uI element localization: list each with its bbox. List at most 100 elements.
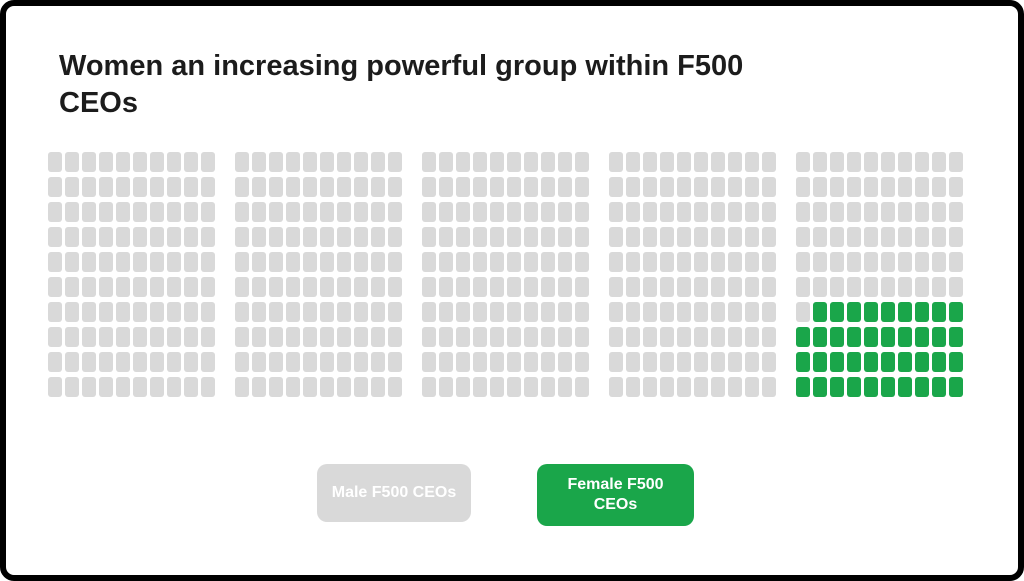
waffle-cell-male	[65, 352, 79, 372]
waffle-cell-male	[201, 152, 215, 172]
legend-female-button[interactable]: Female F500 CEOs	[537, 464, 694, 526]
waffle-cell-male	[422, 327, 436, 347]
waffle-cell-female	[813, 327, 827, 347]
waffle-cell-male	[830, 177, 844, 197]
waffle-group	[609, 177, 776, 197]
waffle-cell-male	[184, 277, 198, 297]
waffle-cell-female	[898, 302, 912, 322]
waffle-cell-male	[354, 352, 368, 372]
waffle-cell-male	[303, 177, 317, 197]
waffle-cell-male	[371, 327, 385, 347]
waffle-cell-male	[320, 202, 334, 222]
waffle-cell-male	[354, 152, 368, 172]
waffle-cell-male	[320, 152, 334, 172]
waffle-cell-male	[541, 377, 555, 397]
waffle-cell-male	[830, 252, 844, 272]
waffle-row	[48, 177, 963, 197]
waffle-cell-male	[48, 252, 62, 272]
waffle-group	[48, 377, 215, 397]
waffle-cell-male	[133, 202, 147, 222]
waffle-cell-male	[643, 252, 657, 272]
waffle-cell-male	[507, 177, 521, 197]
waffle-cell-male	[235, 352, 249, 372]
waffle-cell-male	[524, 152, 538, 172]
waffle-cell-male	[201, 377, 215, 397]
waffle-cell-male	[796, 177, 810, 197]
waffle-cell-male	[303, 202, 317, 222]
waffle-group	[609, 152, 776, 172]
waffle-cell-male	[949, 202, 963, 222]
waffle-cell-male	[915, 152, 929, 172]
waffle-group	[796, 277, 963, 297]
waffle-group	[48, 327, 215, 347]
waffle-cell-male	[167, 252, 181, 272]
waffle-cell-male	[65, 252, 79, 272]
waffle-cell-male	[286, 277, 300, 297]
waffle-cell-male	[167, 227, 181, 247]
waffle-cell-male	[456, 152, 470, 172]
waffle-cell-male	[847, 252, 861, 272]
waffle-cell-male	[711, 352, 725, 372]
waffle-cell-male	[235, 327, 249, 347]
waffle-cell-male	[677, 227, 691, 247]
waffle-cell-male	[99, 352, 113, 372]
waffle-cell-male	[932, 177, 946, 197]
waffle-cell-male	[354, 177, 368, 197]
waffle-cell-male	[388, 227, 402, 247]
waffle-cell-male	[558, 277, 572, 297]
waffle-cell-male	[898, 202, 912, 222]
waffle-cell-male	[456, 277, 470, 297]
waffle-group	[235, 302, 402, 322]
waffle-cell-male	[711, 227, 725, 247]
waffle-cell-male	[660, 352, 674, 372]
waffle-cell-male	[915, 177, 929, 197]
waffle-cell-male	[99, 177, 113, 197]
waffle-cell-male	[609, 377, 623, 397]
waffle-cell-male	[235, 177, 249, 197]
waffle-cell-male	[915, 202, 929, 222]
waffle-cell-male	[575, 177, 589, 197]
waffle-cell-male	[626, 377, 640, 397]
waffle-group	[235, 277, 402, 297]
waffle-cell-male	[150, 227, 164, 247]
waffle-cell-male	[898, 177, 912, 197]
waffle-cell-male	[354, 227, 368, 247]
legend-male-button[interactable]: Male F500 CEOs	[317, 464, 471, 522]
waffle-cell-male	[116, 252, 130, 272]
waffle-cell-female	[881, 302, 895, 322]
waffle-cell-male	[99, 202, 113, 222]
waffle-cell-male	[184, 227, 198, 247]
waffle-cell-male	[337, 377, 351, 397]
waffle-cell-male	[184, 252, 198, 272]
waffle-cell-male	[745, 227, 759, 247]
waffle-cell-male	[439, 252, 453, 272]
waffle-cell-male	[711, 277, 725, 297]
waffle-cell-male	[949, 252, 963, 272]
waffle-group	[796, 352, 963, 372]
waffle-cell-male	[167, 327, 181, 347]
waffle-cell-male	[711, 327, 725, 347]
waffle-cell-male	[796, 302, 810, 322]
waffle-cell-male	[898, 277, 912, 297]
waffle-cell-male	[473, 352, 487, 372]
waffle-cell-male	[745, 327, 759, 347]
waffle-cell-male	[473, 327, 487, 347]
waffle-cell-male	[626, 277, 640, 297]
waffle-cell-male	[320, 377, 334, 397]
waffle-cell-male	[796, 252, 810, 272]
waffle-group	[796, 152, 963, 172]
waffle-cell-male	[235, 302, 249, 322]
waffle-cell-male	[116, 177, 130, 197]
waffle-cell-male	[728, 302, 742, 322]
waffle-cell-male	[830, 202, 844, 222]
waffle-cell-male	[541, 152, 555, 172]
waffle-cell-male	[133, 227, 147, 247]
waffle-cell-male	[796, 202, 810, 222]
waffle-cell-female	[830, 327, 844, 347]
waffle-cell-male	[490, 227, 504, 247]
waffle-group	[796, 252, 963, 272]
waffle-cell-male	[456, 352, 470, 372]
waffle-cell-male	[269, 302, 283, 322]
waffle-cell-male	[490, 202, 504, 222]
waffle-cell-male	[354, 202, 368, 222]
